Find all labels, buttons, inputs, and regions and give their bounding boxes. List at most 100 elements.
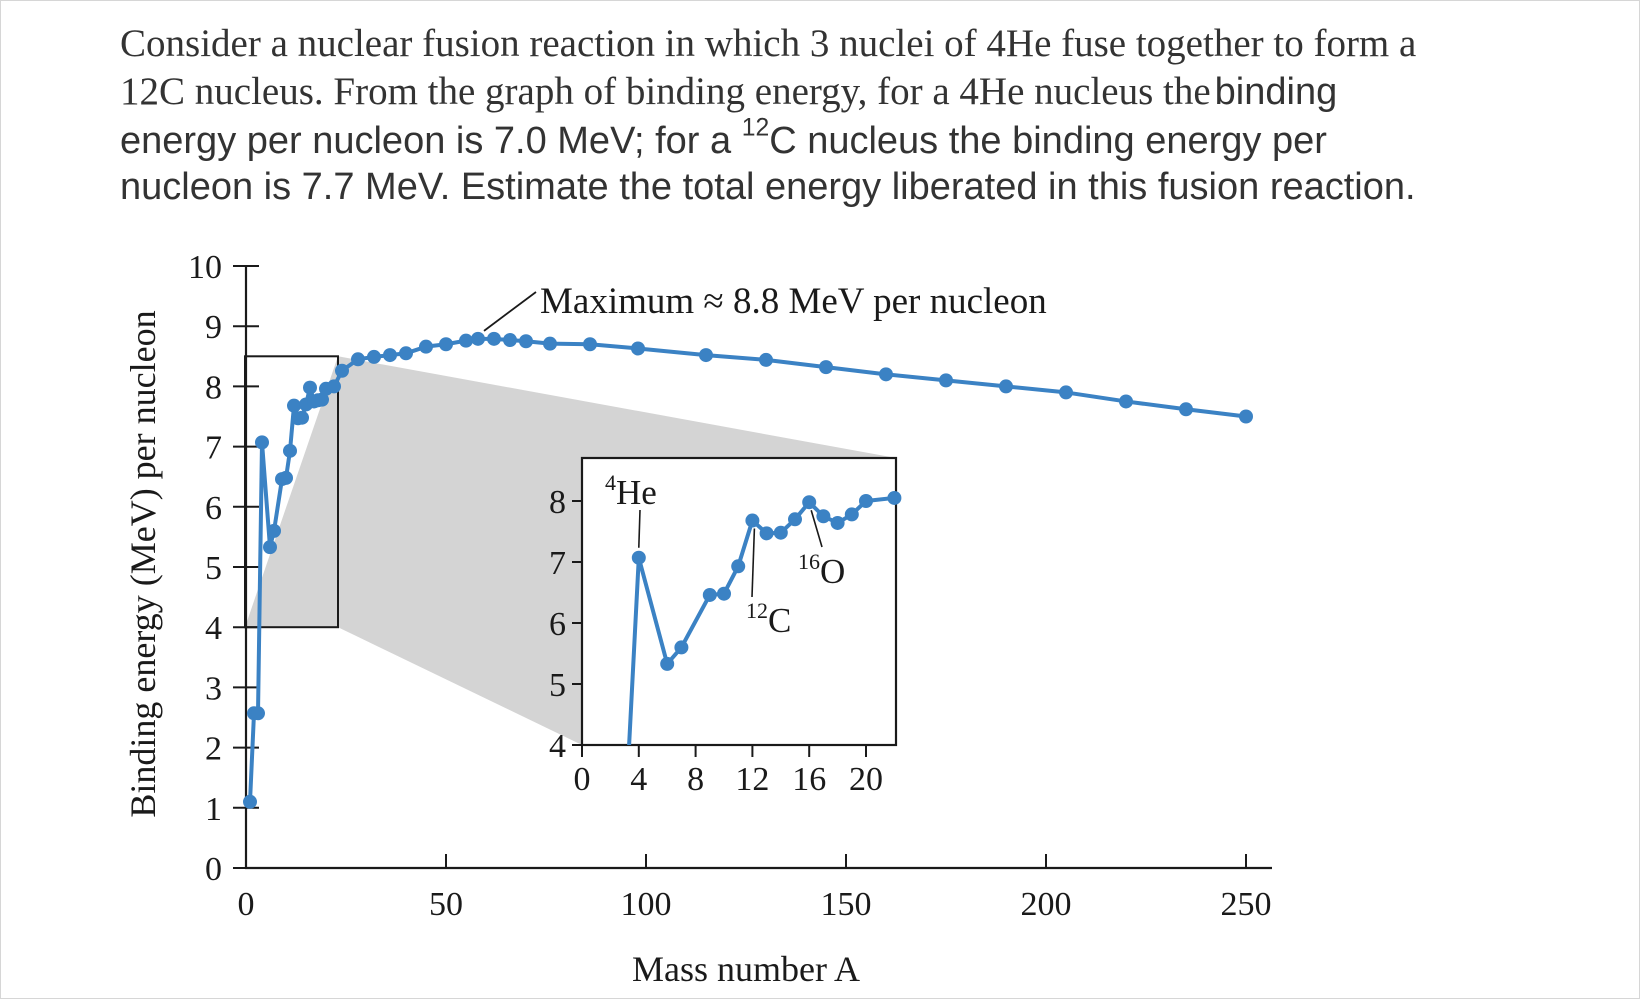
y-tick-label-1: 1 [205, 791, 222, 828]
x-tick-label-50: 50 [429, 886, 463, 923]
inset-y-tick-label-4: 4 [549, 728, 566, 765]
inset-x-tick-label-4: 4 [630, 761, 647, 798]
inset-x-tick-label-0: 0 [574, 761, 591, 798]
main-data-point [519, 334, 533, 349]
inset-data-point [717, 586, 731, 601]
main-data-point [315, 392, 329, 407]
inset-label-C: 12C [746, 598, 791, 640]
main-data-point [255, 435, 269, 450]
inset-y-tick-label-7: 7 [549, 545, 566, 582]
inset-data-point [844, 507, 859, 522]
main-data-point [295, 410, 309, 425]
inset-data-point [788, 512, 802, 527]
x-tick-label-250: 250 [1221, 886, 1272, 923]
inset-data-point [731, 559, 746, 574]
question-line-2-text-b: binding [1214, 71, 1338, 113]
inset-label-leader-O [810, 509, 823, 548]
y-tick-label-10: 10 [188, 249, 222, 286]
inset-label-mass-He: 4 [605, 470, 616, 495]
inset-data-point [887, 490, 902, 505]
x-tick-label-0: 0 [238, 886, 255, 923]
main-data-point [351, 352, 365, 367]
inset-label-O: 16O [798, 549, 845, 591]
main-data-point [699, 348, 713, 363]
question-line-3: energy per nucleon is 7.0 MeV; for a 12C… [120, 116, 1327, 162]
main-data-point [439, 337, 453, 352]
inset-data-point [745, 513, 760, 528]
inset-label-symbol-O: O [820, 552, 845, 591]
x-tick-label-100: 100 [621, 886, 672, 923]
main-data-point [1059, 385, 1073, 400]
inset-x-tick-label-16: 16 [792, 761, 826, 798]
y-tick-label-0: 0 [205, 851, 222, 888]
main-data-point [939, 373, 953, 388]
question-line-1-text: Consider a nuclear fusion reaction in wh… [120, 22, 1417, 65]
zoom-box [244, 355, 339, 629]
main-data-point [335, 363, 349, 378]
main-data-point [1179, 402, 1193, 417]
inset-label-He: 4He [605, 470, 657, 512]
main-data-point [1119, 394, 1133, 409]
x-axis-label: Mass number A [632, 949, 860, 989]
inset-label-leader-C [751, 528, 756, 598]
inset-y-tick-label-5: 5 [549, 667, 566, 704]
y-tick-label-3: 3 [205, 670, 222, 707]
inset-data-point [802, 495, 817, 510]
question-line-3-superscript: 12 [741, 114, 770, 142]
question-line-3-text: energy per nucleon is 7.0 MeV; for a [120, 120, 732, 162]
y-axis-label: Binding energy (MeV) per nucleon [123, 310, 163, 817]
inset-label-leader-He [638, 509, 641, 548]
y-tick-label-6: 6 [205, 490, 222, 527]
main-data-point [383, 348, 397, 363]
main-data-point [879, 367, 893, 382]
y-tick-label-4: 4 [205, 610, 222, 647]
main-data-point [999, 379, 1013, 394]
main-data-point [583, 337, 597, 352]
question-line-2: 12C nucleus. From the graph of binding e… [120, 72, 1337, 111]
x-tick-label-200: 200 [1021, 886, 1072, 923]
main-data-point [503, 333, 517, 348]
inset-label-mass-O: 16 [798, 549, 820, 574]
main-data-point [487, 331, 501, 346]
y-tick-label-7: 7 [205, 430, 222, 467]
question-line-3-text-b: C nucleus the binding energy per [769, 120, 1327, 162]
main-data-point [287, 398, 301, 413]
inset-frame [580, 456, 898, 747]
inset-data-point [759, 526, 774, 541]
main-data-point [279, 470, 293, 485]
inset-x-tick-label-8: 8 [687, 761, 704, 798]
inset-data-point [830, 515, 845, 530]
main-data-point [459, 333, 473, 348]
question-line-1: Consider a nuclear fusion reaction in wh… [120, 24, 1416, 63]
question-line-4-text: nucleon is 7.7 MeV. Estimate the total e… [120, 166, 1416, 208]
main-data-point [267, 523, 281, 538]
main-data-point [543, 336, 557, 351]
main-data-point [303, 380, 317, 395]
main-data-point [367, 349, 381, 364]
inset-label-symbol-He: He [616, 473, 657, 512]
y-tick-label-9: 9 [205, 309, 222, 346]
inset-y-tick-label-6: 6 [549, 606, 566, 643]
inset-label-mass-C: 12 [746, 598, 768, 623]
annotation-maximum: Maximum ≈ 8.8 MeV per nucleon [540, 281, 1047, 322]
main-data-point [419, 339, 433, 354]
x-tick-label-150: 150 [821, 886, 872, 923]
inset-label-symbol-C: C [768, 601, 791, 640]
main-data-point [327, 379, 341, 394]
y-tick-label-8: 8 [205, 369, 222, 406]
inset-data-point [859, 494, 873, 508]
inset-data-point [674, 640, 689, 655]
main-data-point [251, 706, 265, 721]
question-line-2-text: 12C nucleus. From the graph of binding e… [120, 70, 1211, 113]
y-tick-label-5: 5 [205, 550, 222, 587]
main-data-point [631, 341, 645, 356]
main-data-point [263, 540, 277, 555]
main-data-point [471, 331, 485, 346]
question-line-4: nucleon is 7.7 MeV. Estimate the total e… [120, 168, 1416, 206]
y-tick-label-2: 2 [205, 731, 222, 768]
inset-x-tick-label-20: 20 [849, 761, 883, 798]
main-data-point [243, 794, 257, 809]
